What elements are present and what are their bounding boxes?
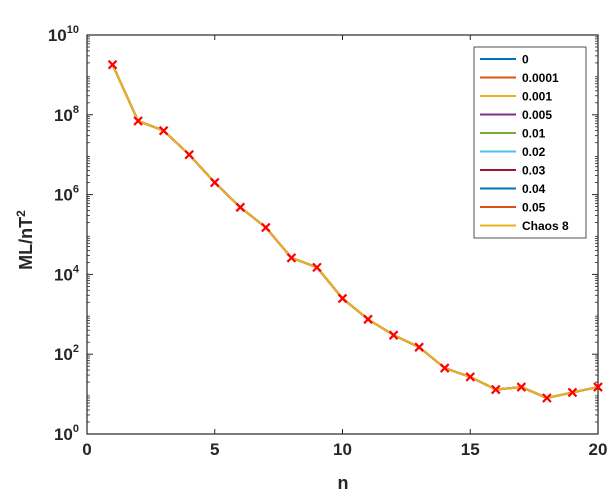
y-tick-exponent: 0 xyxy=(73,423,79,435)
marker-stroke xyxy=(107,59,118,70)
marker-stroke xyxy=(312,262,322,273)
y-tick-label: 102 xyxy=(54,343,79,364)
marker-stroke xyxy=(593,382,603,392)
y-tick-base: 10 xyxy=(54,106,73,125)
marker-stroke xyxy=(363,314,373,325)
y-tick-exponent: 2 xyxy=(73,343,79,355)
y-tick-base: 10 xyxy=(54,265,73,284)
marker-stroke xyxy=(158,125,169,136)
legend-label: 0.02 xyxy=(522,145,546,159)
y-axis-title-base: ML/nT xyxy=(16,217,36,270)
legend-item: 0.04 xyxy=(480,182,546,196)
legend-label: 0.04 xyxy=(522,182,546,196)
legend: 0 0.0001 0.001 0.005 0.01 0.02 0.03 0.04 0.05 Cha… xyxy=(473,46,587,239)
legend-item: 0.001 xyxy=(480,90,552,104)
y-tick-label: 1010 xyxy=(48,24,79,45)
data-point-marker xyxy=(439,363,450,373)
legend-item: 0.02 xyxy=(480,145,546,159)
marker-stroke xyxy=(235,202,246,213)
data-point-marker xyxy=(388,330,399,340)
y-tick-base: 10 xyxy=(54,345,73,364)
marker-stroke xyxy=(133,116,143,126)
data-point-marker xyxy=(567,387,578,398)
legend-item: 0.01 xyxy=(480,127,546,141)
legend-label: 0.01 xyxy=(522,127,546,141)
marker-stroke xyxy=(439,363,450,373)
y-tick-exponent: 10 xyxy=(67,24,79,36)
marker-stroke xyxy=(465,372,476,382)
legend-label: 0.005 xyxy=(522,108,552,122)
y-axis-title-exponent: 2 xyxy=(14,210,28,217)
x-axis-ticks: 0 5 10 15 20 xyxy=(82,35,607,459)
legend-label: 0.05 xyxy=(522,201,546,215)
legend-label: 0.0001 xyxy=(522,71,559,85)
series-layer xyxy=(107,59,603,403)
y-tick-label: 108 xyxy=(54,104,79,125)
data-point-marker xyxy=(158,125,169,136)
data-point-marker xyxy=(491,384,501,395)
marker-stroke xyxy=(184,149,194,160)
y-tick-base: 10 xyxy=(54,186,73,205)
data-point-marker xyxy=(414,342,424,352)
marker-stroke xyxy=(337,293,348,304)
y-tick-exponent: 6 xyxy=(73,184,79,196)
legend-label: Chaos 8 xyxy=(522,219,569,233)
data-point-marker xyxy=(184,149,194,160)
data-point-marker xyxy=(209,177,220,188)
y-tick-exponent: 8 xyxy=(73,104,79,116)
legend-label: 0 xyxy=(522,53,529,67)
marker-stroke xyxy=(567,387,578,398)
marker-stroke xyxy=(209,177,220,188)
y-axis-title: ML/nT2 xyxy=(14,210,36,270)
x-tick-label: 20 xyxy=(589,440,608,459)
data-point-marker xyxy=(542,393,552,403)
marker-stroke xyxy=(491,384,501,395)
x-tick-label: 5 xyxy=(210,440,219,459)
legend-label: 0.03 xyxy=(522,164,546,178)
data-point-marker xyxy=(465,372,476,382)
legend-item: Chaos 8 xyxy=(480,219,569,233)
y-tick-base: 10 xyxy=(54,425,73,444)
legend-label: 0.001 xyxy=(522,90,552,104)
legend-item: 0.005 xyxy=(480,108,552,122)
y-tick-label: 100 xyxy=(54,423,79,444)
x-axis-title: n xyxy=(338,473,349,493)
data-point-marker xyxy=(363,314,373,325)
y-tick-label: 104 xyxy=(54,263,80,284)
x-tick-label: 15 xyxy=(461,440,480,459)
data-point-marker xyxy=(337,293,348,304)
marker-stroke xyxy=(542,393,552,403)
marker-stroke xyxy=(261,222,271,233)
series-line xyxy=(111,64,599,400)
x-tick-label: 10 xyxy=(333,440,352,459)
data-point-marker xyxy=(312,262,322,273)
x-tick-label: 0 xyxy=(82,440,91,459)
legend-item: 0.03 xyxy=(480,164,546,178)
y-tick-exponent: 4 xyxy=(73,263,80,275)
data-point-marker xyxy=(107,59,118,70)
data-point-marker xyxy=(235,202,246,213)
marker-stroke xyxy=(516,382,527,392)
data-point-marker xyxy=(133,116,143,126)
data-point-marker xyxy=(286,253,297,263)
y-tick-base: 10 xyxy=(48,26,67,45)
marker-stroke xyxy=(414,342,424,352)
data-point-marker xyxy=(593,382,603,392)
legend-item: 0 xyxy=(480,53,529,67)
legend-item: 0.0001 xyxy=(480,71,559,85)
data-point-marker xyxy=(516,382,527,392)
marker-stroke xyxy=(388,330,399,340)
legend-item: 0.05 xyxy=(480,201,546,215)
y-tick-label: 106 xyxy=(54,184,79,205)
data-point-marker xyxy=(261,222,271,233)
marker-stroke xyxy=(286,253,297,263)
